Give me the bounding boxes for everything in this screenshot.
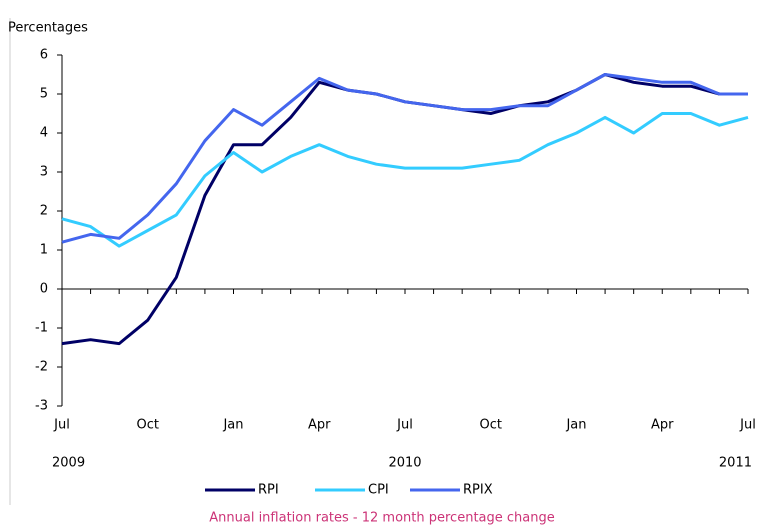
x-tick-label: Jan	[565, 418, 586, 433]
caption: Annual inflation rates - 12 month percen…	[209, 511, 554, 526]
y-tick-label: 6	[40, 48, 48, 63]
year-label: 2010	[388, 456, 421, 471]
x-tick-label: Jul	[396, 418, 413, 433]
y-tick-label: 0	[40, 282, 48, 297]
legend-label: RPI	[258, 483, 279, 498]
y-tick-label: -1	[35, 321, 48, 336]
x-tick-label: Jul	[739, 418, 756, 433]
x-tick-label: Jul	[53, 418, 70, 433]
y-axis-label: Percentages	[8, 21, 88, 36]
year-label: 2009	[52, 456, 85, 471]
x-tick-label: Oct	[137, 418, 159, 433]
legend-label: CPI	[368, 483, 389, 498]
year-label: 2011	[719, 456, 752, 471]
x-tick-label: Apr	[308, 418, 331, 433]
x-tick-label: Apr	[651, 418, 674, 433]
y-tick-label: 4	[40, 126, 48, 141]
series-line	[61, 112, 749, 248]
legend-label: RPIX	[463, 483, 493, 498]
series-line	[61, 73, 748, 346]
x-tick-label: Jan	[222, 418, 243, 433]
y-tick-label: -3	[35, 399, 48, 414]
series-line	[61, 73, 748, 244]
y-tick-label: 5	[40, 87, 48, 102]
y-tick-label: 2	[40, 204, 48, 219]
y-tick-label: 1	[40, 243, 48, 258]
y-tick-label: -2	[35, 360, 48, 375]
x-tick-label: Oct	[480, 418, 502, 433]
y-tick-label: 3	[40, 165, 48, 180]
